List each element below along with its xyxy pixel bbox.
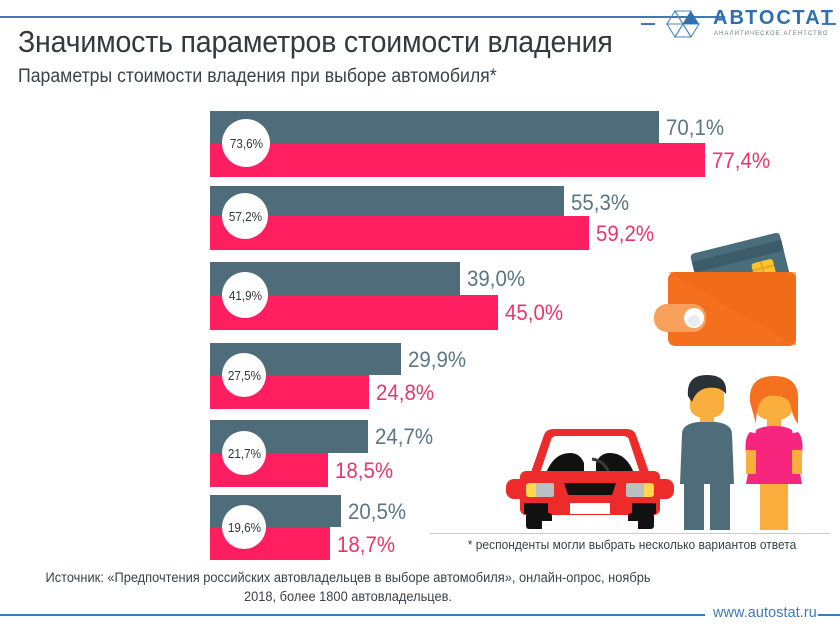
bottom-divider-left xyxy=(0,614,705,616)
value-label-series-1: 55,3% xyxy=(571,190,630,215)
value-label-series-2: 45,0% xyxy=(505,300,564,325)
value-label-series-1: 29,9% xyxy=(408,347,467,372)
logo-dash-left xyxy=(641,23,655,25)
logo-wordmark: АВТОСТАТ xyxy=(713,7,835,29)
bar-series-1 xyxy=(210,111,659,143)
value-label-series-1: 70,1% xyxy=(666,115,725,140)
value-bubble: 73,6% xyxy=(222,119,270,167)
value-label-series-2: 24,8% xyxy=(376,380,435,405)
value-label-series-2: 77,4% xyxy=(712,148,771,173)
value-bubble-label: 41,9% xyxy=(228,287,262,303)
value-bubble: 27,5% xyxy=(222,353,266,397)
value-label-series-1: 20,5% xyxy=(348,499,407,524)
page-subtitle: Параметры стоимости владения при выборе … xyxy=(18,66,497,87)
bar-series-2 xyxy=(210,143,705,177)
red-car-front-illustration xyxy=(506,429,674,529)
value-bubble: 41,9% xyxy=(222,272,268,318)
value-bubble-label: 57,2% xyxy=(228,208,262,224)
value-bubble-label: 73,6% xyxy=(229,135,263,151)
woman-figure-illustration xyxy=(745,376,803,530)
bottom-divider-right xyxy=(818,614,840,616)
logo-dash-right xyxy=(822,23,836,25)
hexagon-logo-icon xyxy=(666,9,700,39)
footnote-text: * респонденты могли выбрать несколько ва… xyxy=(467,538,797,552)
value-bubble: 57,2% xyxy=(222,193,268,239)
value-bubble: 21,7% xyxy=(222,431,266,475)
website-url: www.autostat.ru xyxy=(713,604,817,621)
page-title: Значимость параметров стоимости владения xyxy=(18,24,613,59)
value-bubble-label: 19,6% xyxy=(227,519,261,535)
value-bubble-label: 27,5% xyxy=(227,367,261,383)
bar-series-1 xyxy=(210,186,564,216)
man-figure-illustration xyxy=(680,375,734,530)
bar-series-2 xyxy=(210,216,589,250)
footnote-divider xyxy=(430,533,830,534)
value-label-series-1: 39,0% xyxy=(467,266,526,291)
autostat-logo: АВТОСТАТ АНАЛИТИЧЕСКОЕ АГЕНТСТВО xyxy=(641,0,836,46)
value-bubble: 19,6% xyxy=(222,505,266,549)
value-bubble-label: 21,7% xyxy=(227,445,261,461)
value-label-series-2: 18,5% xyxy=(335,458,394,483)
source-text: Источник: «Предпочтения российских автов… xyxy=(45,570,651,604)
top-divider xyxy=(0,16,725,18)
value-label-series-2: 59,2% xyxy=(596,221,655,246)
wallet-with-card-illustration xyxy=(654,232,796,346)
value-label-series-2: 18,7% xyxy=(337,532,396,557)
value-label-series-1: 24,7% xyxy=(375,424,434,449)
logo-tagline: АНАЛИТИЧЕСКОЕ АГЕНТСТВО xyxy=(714,31,829,37)
